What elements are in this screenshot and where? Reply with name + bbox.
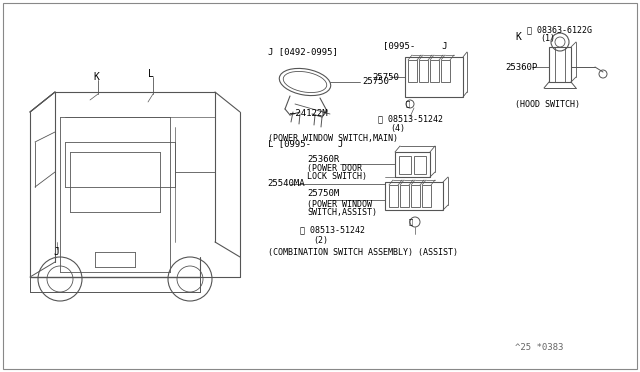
Text: K: K (515, 32, 521, 42)
Text: L [0995-     J: L [0995- J (268, 140, 343, 148)
Bar (419, 60, 428, 82)
Text: (POWER WINDOW: (POWER WINDOW (307, 199, 372, 208)
Text: —24122M: —24122M (290, 109, 328, 119)
Bar (399, 156, 411, 174)
Text: (POWER WINDOW SWITCH,MAIN): (POWER WINDOW SWITCH,MAIN) (268, 135, 398, 144)
Text: 25750M: 25750M (307, 189, 339, 199)
Text: (4): (4) (390, 125, 405, 134)
Text: (COMBINATION SWITCH ASSEMBLY) (ASSIST): (COMBINATION SWITCH ASSEMBLY) (ASSIST) (268, 247, 458, 257)
Text: 25360R: 25360R (307, 154, 339, 164)
Text: 25540MA: 25540MA (267, 180, 305, 189)
Text: Ⓢ 08513-51242: Ⓢ 08513-51242 (300, 225, 365, 234)
Text: J: J (53, 247, 59, 257)
Bar (411, 185, 420, 207)
Bar (441, 60, 450, 82)
Bar (430, 60, 439, 82)
Bar (422, 185, 431, 207)
Text: (POWER DOOR: (POWER DOOR (307, 164, 362, 173)
Text: 25360P: 25360P (505, 62, 537, 71)
Text: Ⓢ: Ⓢ (409, 219, 413, 225)
Text: ^25 *0383: ^25 *0383 (515, 343, 563, 352)
Bar (414, 156, 426, 174)
Text: Ⓢ: Ⓢ (406, 101, 410, 107)
Bar (385, 182, 443, 210)
Text: J [0492-0995]: J [0492-0995] (268, 48, 338, 57)
Bar (549, 47, 571, 82)
Text: [0995-     J: [0995- J (383, 42, 447, 51)
Bar (395, 152, 430, 177)
Text: K: K (93, 72, 99, 82)
Text: Ⓢ 08513-51242: Ⓢ 08513-51242 (378, 115, 443, 124)
Text: 25750: 25750 (372, 73, 399, 81)
Text: Ⓢ 08363-6122G: Ⓢ 08363-6122G (527, 26, 592, 35)
Text: (2): (2) (313, 235, 328, 244)
Bar (400, 185, 409, 207)
Bar (408, 60, 417, 82)
Text: SWITCH,ASSIST): SWITCH,ASSIST) (307, 208, 377, 218)
Bar (389, 185, 398, 207)
Text: (1): (1) (540, 35, 555, 44)
Bar (405, 57, 463, 97)
Text: LOCK SWITCH): LOCK SWITCH) (307, 173, 367, 182)
Text: L: L (148, 69, 154, 79)
Text: 25750: 25750 (362, 77, 389, 87)
Text: (HOOD SWITCH): (HOOD SWITCH) (515, 99, 580, 109)
